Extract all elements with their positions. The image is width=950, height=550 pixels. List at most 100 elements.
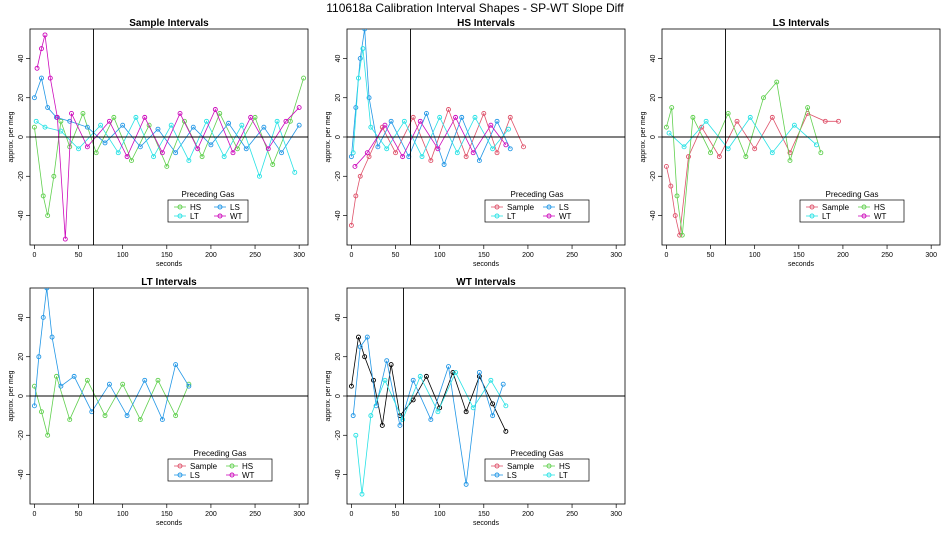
- data-point: [521, 144, 526, 150]
- data-point: [725, 110, 731, 116]
- legend-box: [167, 458, 273, 482]
- data-point: [410, 377, 416, 383]
- legend-entry-label: LT: [507, 212, 516, 221]
- data-point: [217, 110, 223, 116]
- x-tick-label: 300: [610, 252, 622, 259]
- x-tick-label: 100: [434, 511, 446, 518]
- data-point: [357, 173, 363, 179]
- x-tick-label: 250: [881, 252, 893, 259]
- panel-title: HS Intervals: [457, 18, 515, 29]
- data-point: [58, 118, 64, 124]
- legend-title: Preceding Gas: [511, 449, 564, 458]
- y-tick-label: 40: [18, 313, 25, 321]
- data-point: [681, 144, 687, 150]
- y-tick-label: -40: [650, 210, 657, 220]
- data-point: [368, 413, 374, 419]
- data-area: [31, 288, 192, 438]
- x-tick-label: 250: [249, 511, 261, 518]
- legend-swatch-point: [229, 472, 235, 478]
- legend-swatch-point: [494, 213, 500, 219]
- data-point: [488, 122, 494, 128]
- data-point: [164, 164, 170, 169]
- data-point: [151, 154, 157, 160]
- data-point: [357, 344, 363, 350]
- data-point: [410, 397, 416, 403]
- data-point: [446, 364, 451, 369]
- series-line: [34, 76, 300, 154]
- y-tick-label: 0: [18, 394, 25, 398]
- x-axis-label: seconds: [156, 520, 183, 527]
- data-point: [31, 403, 37, 409]
- data-point: [699, 124, 705, 130]
- data-point: [348, 154, 354, 160]
- data-point: [368, 124, 374, 130]
- panel-title: LT Intervals: [141, 277, 197, 288]
- data-point: [423, 110, 429, 116]
- data-point: [375, 144, 381, 150]
- data-point: [481, 110, 487, 116]
- chart-panel: LS Intervals 0 50 100 150 200 250 300 -40 -20 0 20 4…: [640, 18, 941, 268]
- data-point: [69, 110, 74, 116]
- data-point: [146, 122, 152, 128]
- legend-swatch-point: [861, 204, 867, 210]
- series-line: [34, 77, 304, 216]
- data-point: [49, 334, 55, 340]
- data-point: [400, 154, 406, 160]
- x-tick-label: 150: [161, 511, 173, 518]
- legend-entry-label: WT: [230, 212, 243, 221]
- data-point: [159, 417, 165, 423]
- data-point: [120, 122, 126, 128]
- data-point: [39, 409, 44, 415]
- x-tick-label: 200: [522, 252, 534, 259]
- x-tick-label: 0: [32, 252, 36, 259]
- data-point: [265, 146, 271, 152]
- data-point: [84, 124, 90, 130]
- series-line: [352, 336, 504, 485]
- legend-entry-label: WT: [242, 471, 255, 480]
- data-point: [31, 124, 37, 130]
- series-line: [352, 48, 509, 158]
- data-point: [774, 79, 780, 85]
- legend-entry-label: Sample: [190, 462, 218, 471]
- data-point: [177, 110, 183, 116]
- data-point: [186, 383, 192, 389]
- y-axis-label: approx. per meg: [8, 370, 15, 421]
- y-tick-label: 20: [335, 353, 342, 361]
- data-point: [805, 105, 811, 110]
- data-point: [507, 114, 513, 120]
- data-point: [437, 405, 443, 411]
- data-area: [663, 79, 841, 238]
- data-point: [212, 107, 218, 112]
- data-point: [503, 142, 509, 148]
- legend-entry-label: LS: [230, 203, 240, 212]
- data-point: [124, 154, 130, 160]
- y-tick-label: 20: [18, 94, 25, 102]
- data-point: [283, 118, 289, 124]
- x-tick-label: 0: [349, 252, 353, 259]
- legend: Preceding Gas Sample LS LT WT: [484, 190, 590, 223]
- data-point: [54, 114, 60, 120]
- x-tick-label: 100: [117, 252, 129, 259]
- data-point: [129, 158, 134, 164]
- data-point: [410, 114, 416, 120]
- data-point: [463, 154, 469, 160]
- data-point: [388, 362, 394, 368]
- y-tick-label: 0: [650, 135, 657, 139]
- data-point: [470, 405, 476, 411]
- data-point: [734, 118, 740, 124]
- x-tick-label: 250: [566, 511, 578, 518]
- y-tick-label: 20: [650, 94, 657, 102]
- data-point: [350, 150, 356, 156]
- data-point: [494, 118, 500, 124]
- data-point: [423, 373, 429, 379]
- legend-swatch-point: [177, 463, 183, 469]
- series-line: [354, 116, 507, 167]
- x-tick-label: 0: [32, 511, 36, 518]
- y-axis-label: approx. per meg: [325, 111, 332, 162]
- data-point: [494, 150, 500, 156]
- data-point: [382, 377, 388, 383]
- data-point: [106, 118, 112, 124]
- y-axis-label: approx. per meg: [8, 111, 15, 162]
